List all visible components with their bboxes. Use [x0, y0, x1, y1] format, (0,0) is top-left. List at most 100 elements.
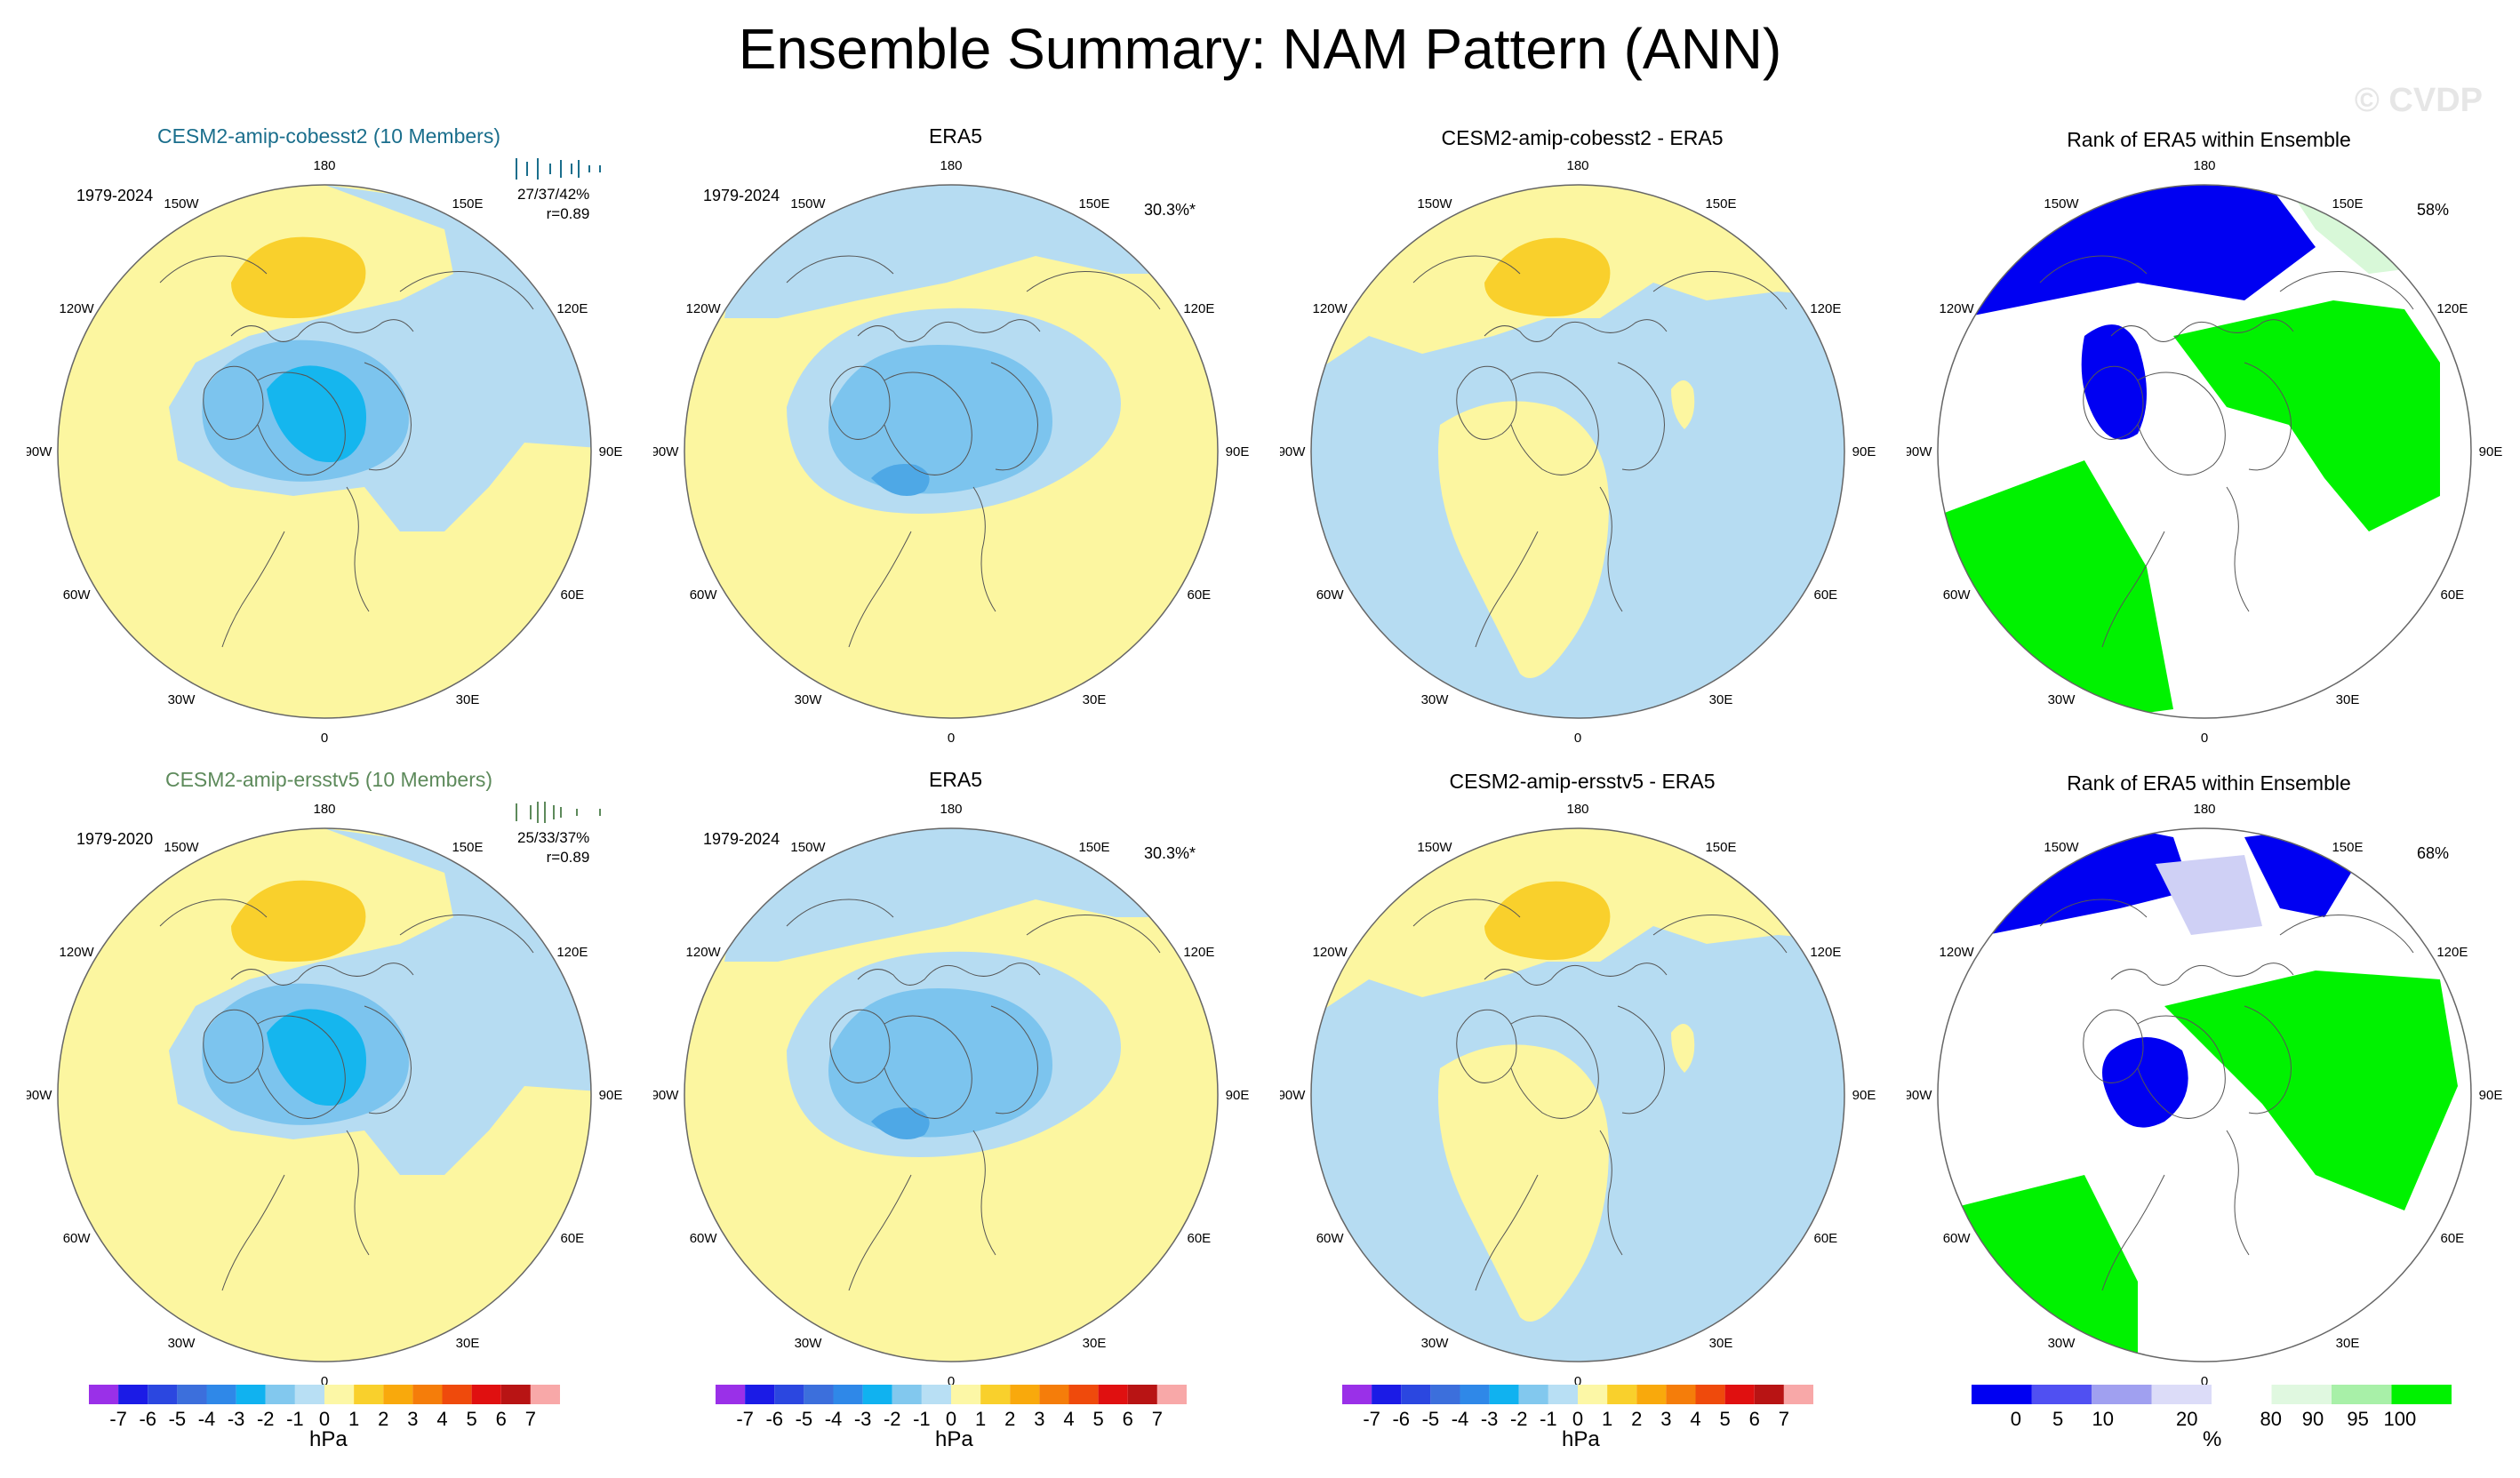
- colorbar-swatch: [2212, 1385, 2272, 1404]
- longitude-label: 150E: [1078, 196, 1109, 212]
- longitude-label: 150E: [1705, 196, 1736, 212]
- positive-core: [231, 236, 366, 318]
- longitude-label: 180: [1566, 158, 1588, 173]
- coastline: [2137, 371, 2226, 475]
- colorbar-tick-label: -2: [884, 1408, 901, 1429]
- colorbar-swatch: [206, 1385, 236, 1404]
- colorbar-swatch: [1724, 1385, 1755, 1404]
- colorbar-tick-label: -4: [825, 1408, 843, 1429]
- longitude-label: 150W: [1417, 840, 1452, 855]
- polar-map: 180 150E 120E 90E 60E 30E 0 30W 60W 90W 120W 150W: [653, 158, 1249, 746]
- polar-map: 180 150E 120E 90E 60E 30E 0 30W 60W 90W 120W 150W: [1907, 802, 2503, 1389]
- longitude-label: 0: [1574, 1374, 1581, 1389]
- coastline: [159, 255, 268, 284]
- polar-map: 180 150E 120E 90E 60E 30E 0 30W 60W 90W 120W 150W: [1280, 802, 1876, 1389]
- longitude-label: 120E: [1810, 301, 1841, 316]
- map-boundary: [684, 184, 1219, 719]
- colorbar-swatch: [412, 1385, 443, 1404]
- longitude-label: 60E: [1814, 587, 1838, 603]
- colorbar-tick-label: 4: [436, 1408, 447, 1429]
- coastline: [1652, 915, 1788, 954]
- longitude-label: 150E: [1078, 840, 1109, 855]
- obs-title: ERA5: [928, 768, 983, 791]
- longitude-label: 60E: [1814, 1231, 1838, 1246]
- longitude-label: 150E: [1705, 840, 1736, 855]
- longitude-label: 30W: [2048, 692, 2076, 707]
- longitude-label: 0: [321, 731, 328, 746]
- map-boundary: [1937, 184, 2472, 719]
- coastline: [2279, 271, 2414, 310]
- longitude-label: 150W: [790, 196, 826, 212]
- colorbar-swatch: [1489, 1385, 1519, 1404]
- colorbar-hpa: -7 -6 -5 -4 -3 -2 -1 0 1 2 3 4 5 6 7: [89, 1385, 560, 1429]
- coastline: [1652, 271, 1788, 310]
- coastline: [1599, 1130, 1623, 1256]
- colorbar-unit: hPa: [1562, 1427, 1600, 1451]
- cvdp-watermark: © CVDP: [2354, 82, 2483, 119]
- diff-title: CESM2-amip-cobesst2 - ERA5: [1441, 126, 1724, 149]
- coastline: [221, 1174, 285, 1291]
- colorbar-swatch: [833, 1385, 863, 1404]
- longitude-label: 0: [2201, 1374, 2208, 1389]
- colorbar-tick-label: 1: [348, 1408, 359, 1429]
- period-label: 1979-2024: [76, 187, 154, 204]
- colorbar-hpa: -7 -6 -5 -4 -3 -2 -1 0 1 2 3 4 5 6 7: [716, 1385, 1187, 1429]
- coastline: [346, 1130, 370, 1256]
- colorbar-tick-label: -2: [1510, 1408, 1528, 1429]
- colorbar-tick-label: 3: [1660, 1408, 1671, 1429]
- colorbar-tick-label: 6: [496, 1408, 507, 1429]
- coastline: [1510, 371, 1599, 475]
- longitude-label: 120W: [686, 945, 722, 960]
- colorbar-swatch: [1518, 1385, 1548, 1404]
- longitude-label: 30W: [168, 1336, 196, 1351]
- colorbar-tick-label: 7: [525, 1408, 536, 1429]
- colorbar-tick-label: 3: [1034, 1408, 1044, 1429]
- colorbar-swatch: [1430, 1385, 1460, 1404]
- coastline: [1484, 319, 1668, 342]
- colorbar-swatch: [1010, 1385, 1040, 1404]
- longitude-label: 60W: [1316, 587, 1345, 603]
- longitude-label: 90E: [2479, 1088, 2503, 1103]
- coastline: [1617, 1005, 1665, 1114]
- longitude-label: 0: [948, 731, 955, 746]
- colorbar-tick-label: -1: [286, 1408, 304, 1429]
- colorbar-swatch: [265, 1385, 295, 1404]
- colorbar-swatch: [1695, 1385, 1725, 1404]
- colorbar-tick-label: -6: [1392, 1408, 1410, 1429]
- longitude-label: 30E: [1083, 692, 1107, 707]
- longitude-label: 60W: [690, 1231, 718, 1246]
- coastline: [2226, 1130, 2250, 1256]
- colorbar-swatch: [324, 1385, 355, 1404]
- longitude-label: 90W: [1907, 444, 1932, 459]
- pct-stats: 25/33/37%: [517, 829, 590, 846]
- panel-obs-row2: ERA5 1979-2024 30.3%* 180 150E 120E 90E 60E 3…: [653, 713, 1258, 1415]
- coastline: [203, 1009, 264, 1083]
- colorbar-tick-label: -2: [257, 1408, 275, 1429]
- colorbar-swatch: [530, 1385, 560, 1404]
- map-fill: [684, 828, 1218, 1362]
- longitude-label: 60W: [1316, 1231, 1345, 1246]
- longitude-label: 150W: [790, 840, 826, 855]
- pattern-correlation: r=0.89: [546, 205, 590, 222]
- coastline: [1617, 362, 1665, 471]
- rank-percent: 58%: [2416, 201, 2449, 219]
- longitude-label: 30E: [2336, 1336, 2360, 1351]
- colorbar-tick-label: 5: [1093, 1408, 1104, 1429]
- colorbar-tick-label: 5: [2052, 1408, 2063, 1429]
- colorbar-tick-label: 1: [975, 1408, 986, 1429]
- colorbar-swatch: [1156, 1385, 1187, 1404]
- coastline: [1456, 1009, 1517, 1083]
- longitude-label: 0: [2201, 731, 2208, 746]
- colorbar-swatch: [774, 1385, 804, 1404]
- coastline: [2101, 1174, 2165, 1291]
- high-rank-region-1: [2173, 300, 2440, 531]
- longitude-label: 90W: [27, 444, 52, 459]
- colorbar-tick-label: 10: [2092, 1408, 2114, 1429]
- positive-core: [231, 880, 366, 962]
- longitude-label: 30W: [168, 692, 196, 707]
- low-moderate-rank-region: [2156, 855, 2262, 935]
- low-rank-region-2: [2081, 324, 2147, 440]
- longitude-label: 30W: [2048, 1336, 2076, 1351]
- negative-region: [1311, 185, 1844, 718]
- colorbar-tick-label: -3: [1481, 1408, 1499, 1429]
